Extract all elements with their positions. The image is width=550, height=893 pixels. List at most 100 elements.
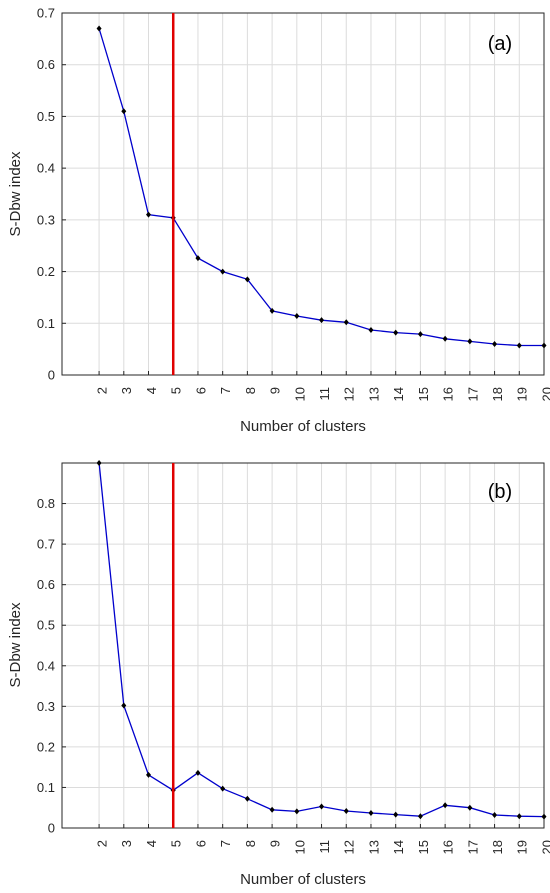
x-tick-label: 20 <box>539 387 550 401</box>
data-point <box>244 795 250 802</box>
y-tick-label: 0.2 <box>37 739 55 754</box>
data-point <box>146 771 152 778</box>
x-tick-label: 10 <box>292 840 307 854</box>
x-tick-label: 12 <box>342 840 357 854</box>
x-tick-label: 4 <box>144 840 159 847</box>
data-point <box>220 268 226 275</box>
y-tick-label: 0.4 <box>37 161 55 176</box>
y-tick-label: 0 <box>48 368 55 383</box>
x-tick-label: 17 <box>465 840 480 854</box>
data-point <box>319 317 325 324</box>
data-point <box>516 813 522 820</box>
data-point <box>343 319 349 326</box>
data-point <box>121 702 127 709</box>
x-tick-label: 2 <box>95 387 110 394</box>
x-tick-label: 13 <box>366 387 381 401</box>
y-tick-label: 0.8 <box>37 496 55 511</box>
y-tick-label: 0.5 <box>37 109 55 124</box>
x-tick-label: 12 <box>342 387 357 401</box>
data-point <box>294 808 300 815</box>
plot-frame <box>61 12 545 376</box>
data-point <box>220 785 226 792</box>
y-tick-label: 0 <box>48 821 55 836</box>
x-tick-label: 2 <box>95 840 110 847</box>
x-tick-label: 17 <box>465 387 480 401</box>
x-tick-label: 7 <box>218 840 233 847</box>
data-point <box>442 802 448 809</box>
panel-label: (a) <box>488 33 512 55</box>
x-tick-label: 18 <box>490 387 505 401</box>
data-point <box>121 108 127 115</box>
x-axis-label: Number of clusters <box>240 418 366 435</box>
x-tick-label: 11 <box>317 387 332 401</box>
data-point <box>368 327 374 334</box>
y-tick-label: 0.5 <box>37 618 55 633</box>
data-point <box>195 769 201 776</box>
y-tick-label: 0.2 <box>37 264 55 279</box>
x-tick-label: 15 <box>416 840 431 854</box>
y-tick-label: 0.1 <box>37 316 55 331</box>
data-point <box>393 811 399 818</box>
x-tick-label: 14 <box>391 840 406 854</box>
y-tick-label: 0.3 <box>37 212 55 227</box>
data-point <box>368 809 374 816</box>
x-tick-label: 9 <box>268 840 283 847</box>
x-tick-label: 14 <box>391 387 406 401</box>
x-tick-label: 20 <box>539 840 550 854</box>
data-point <box>319 803 325 810</box>
y-axis-label: S-Dbw index <box>7 151 24 237</box>
data-point <box>269 806 275 813</box>
data-point <box>244 276 250 283</box>
chart-panel-b: 2 3 4 5 6 7 8 9 10 11 12 13 14 15 16 17 18 19 20 0 0.1 0.2 0.3… <box>7 460 550 888</box>
y-tick-label: 0.6 <box>37 57 55 72</box>
data-point <box>541 342 547 349</box>
data-point <box>269 307 275 314</box>
x-tick-label: 3 <box>119 387 134 394</box>
data-point <box>417 331 423 338</box>
data-point <box>467 804 473 811</box>
x-tick-label: 16 <box>441 387 456 401</box>
plot-frame <box>61 462 545 829</box>
x-tick-label: 6 <box>193 840 208 847</box>
x-tick-label: 15 <box>416 387 431 401</box>
data-point <box>294 313 300 320</box>
x-tick-label: 9 <box>268 387 283 394</box>
data-point <box>417 813 423 820</box>
x-axis-label: Number of clusters <box>240 871 366 888</box>
data-point <box>393 329 399 336</box>
data-point <box>146 211 152 218</box>
x-tick-label: 8 <box>243 387 258 394</box>
x-tick-label: 4 <box>144 387 159 394</box>
chart-panel-a: 2 3 4 5 6 7 8 9 10 11 12 13 14 15 16 17 18 19 20 0 0.1 0.2 0.3… <box>7 6 550 436</box>
x-tick-label: 7 <box>218 387 233 394</box>
x-tick-label: 19 <box>515 840 530 854</box>
data-point <box>492 812 498 819</box>
x-tick-label: 11 <box>317 840 332 854</box>
data-point <box>442 335 448 342</box>
y-tick-label: 0.3 <box>37 699 55 714</box>
data-point <box>96 25 102 32</box>
y-tick-label: 0.7 <box>37 6 55 21</box>
x-tick-label: 3 <box>119 840 134 847</box>
data-point <box>516 342 522 349</box>
y-tick-label: 0.6 <box>37 577 55 592</box>
data-point <box>195 255 201 262</box>
x-tick-label: 13 <box>366 840 381 854</box>
x-tick-label: 5 <box>169 387 184 394</box>
data-point <box>96 460 102 466</box>
x-tick-label: 8 <box>243 840 258 847</box>
y-tick-label: 0.4 <box>37 658 55 673</box>
x-tick-label: 18 <box>490 840 505 854</box>
x-tick-label: 5 <box>169 840 184 847</box>
x-tick-label: 6 <box>193 387 208 394</box>
y-tick-label: 0.1 <box>37 780 55 795</box>
data-point <box>467 338 473 345</box>
data-point <box>492 340 498 347</box>
x-tick-label: 10 <box>292 387 307 401</box>
data-point <box>343 807 349 814</box>
x-tick-label: 16 <box>441 840 456 854</box>
y-tick-label: 0.7 <box>37 537 55 552</box>
x-tick-label: 19 <box>515 387 530 401</box>
y-axis-label: S-Dbw index <box>7 602 24 688</box>
